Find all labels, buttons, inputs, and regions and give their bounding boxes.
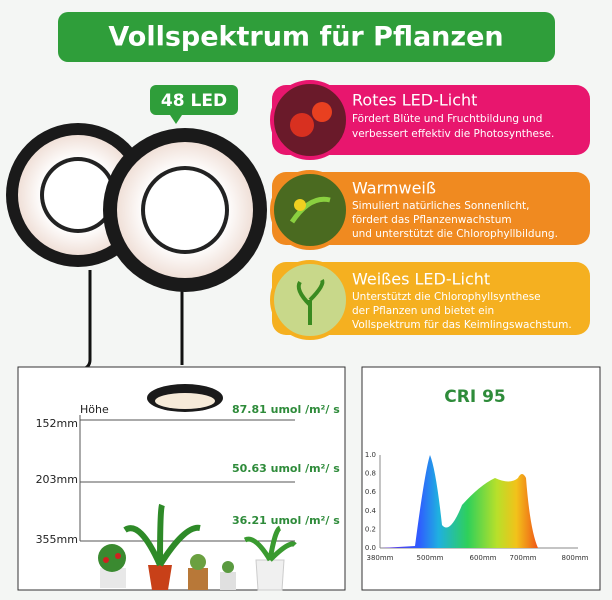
spectrum-curve — [380, 455, 538, 548]
feature-text: der Pflanzen und bietet ein — [352, 305, 494, 317]
intensity: 50.63 umol /m²/ s — [232, 462, 340, 475]
intensity: 87.81 umol /m²/ s — [232, 403, 340, 416]
x-tick-label: 500mm — [417, 554, 444, 562]
feature-text: Simuliert natürliches Sonnenlicht, — [352, 200, 529, 212]
height: 152mm — [36, 417, 78, 430]
feature-text: Vollspektrum für das Keimlingswachstum. — [352, 319, 572, 331]
y-tick-label: 0.2 — [365, 525, 376, 533]
title: Vollspektrum für Pflanzen — [108, 22, 503, 53]
height: 355mm — [36, 533, 78, 546]
feature-title: Rotes LED-Licht — [352, 91, 477, 110]
intensity: 36.21 umol /m²/ s — [232, 514, 340, 527]
y-tick-label: 0.0 — [365, 544, 376, 552]
spectrum-panel — [361, 366, 601, 591]
feature-card — [272, 262, 590, 335]
y-tick-label: 0.6 — [365, 488, 377, 496]
x-tick-label: 700mm — [510, 554, 537, 562]
spectrum-title: CRI 95 — [444, 387, 505, 407]
feature-title: Weißes LED-Licht — [352, 270, 490, 289]
feature-image — [270, 170, 350, 250]
y-tick-label: 0.4 — [365, 507, 377, 515]
y-tick-label: 1.0 — [365, 451, 376, 459]
feature-card — [272, 172, 590, 245]
y-tick-label: 0.8 — [365, 470, 376, 478]
feature-text: und unterstützt die Chlorophyllbildung. — [352, 228, 558, 240]
feature-text: fördert das Pflanzenwachstum — [352, 214, 512, 226]
feature-title: Warmweiß — [352, 179, 436, 198]
feature-card — [272, 85, 590, 155]
led-badge: 48 LED — [161, 91, 227, 111]
feature-text: Unterstützt die Chlorophyllsynthese — [352, 291, 541, 303]
height: 203mm — [36, 473, 78, 486]
plants — [98, 503, 297, 591]
x-tick-label: 800mm — [562, 554, 589, 562]
x-tick-label: 380mm — [367, 554, 394, 562]
x-tick-label: 600mm — [470, 554, 497, 562]
feature-text: verbessert effektiv die Photosynthese. — [352, 128, 554, 140]
feature-text: Fördert Blüte und Fruchtbildung und — [352, 113, 542, 125]
height-label: Höhe — [80, 403, 109, 416]
lamps: 48 LED — [6, 85, 267, 372]
title-banner — [58, 12, 555, 62]
